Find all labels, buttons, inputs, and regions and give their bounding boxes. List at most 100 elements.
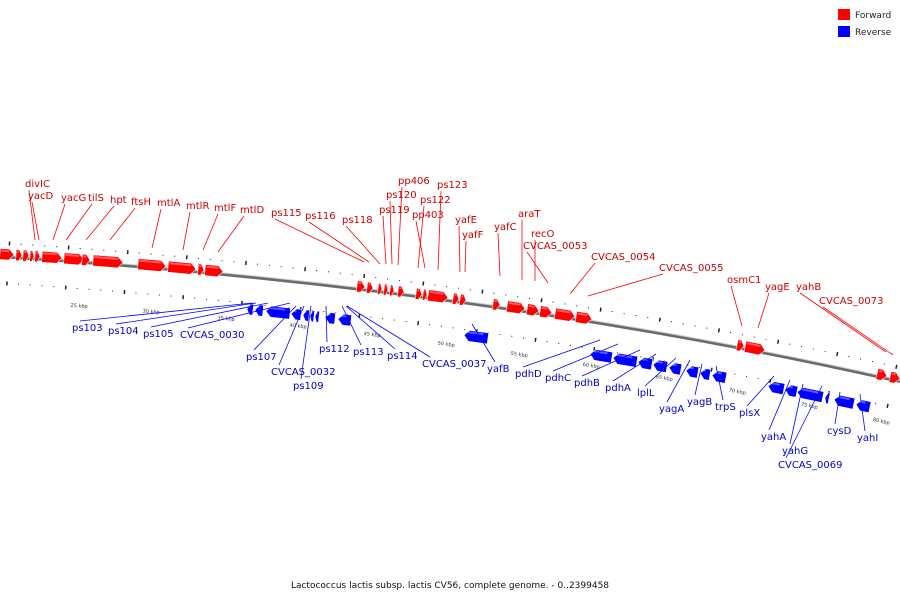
- leader-forward: [569, 262, 596, 295]
- tick-upper: [422, 281, 425, 286]
- gene-forward[interactable]: [167, 260, 197, 275]
- leader-forward: [730, 285, 743, 327]
- tick-upper: [32, 244, 34, 246]
- gene-label-reverse: ps112: [319, 344, 350, 355]
- gene-reverse[interactable]: [302, 309, 310, 322]
- gene-forward[interactable]: [735, 339, 745, 352]
- gene-forward[interactable]: [506, 300, 526, 315]
- gene-forward[interactable]: [15, 249, 23, 261]
- gene-reverse[interactable]: [463, 330, 489, 345]
- gene-forward[interactable]: [204, 264, 224, 278]
- gene-label-forward: pp403: [412, 210, 444, 221]
- gene-reverse[interactable]: [652, 359, 669, 373]
- gene-forward[interactable]: [383, 283, 389, 296]
- leader-forward: [415, 220, 426, 269]
- leader-reverse: [522, 339, 601, 368]
- gene-label-forward: ftsH: [131, 197, 151, 208]
- tick-upper: [115, 250, 117, 252]
- gene-reverse[interactable]: [668, 362, 683, 376]
- gene-forward[interactable]: [356, 280, 366, 293]
- gene-forward[interactable]: [553, 307, 576, 322]
- gene-reverse[interactable]: [833, 394, 856, 410]
- tick-upper: [481, 289, 484, 294]
- gene-label-reverse: yafB: [487, 364, 510, 375]
- gene-reverse[interactable]: [337, 313, 352, 327]
- gene-label-forward: osmC1: [727, 275, 761, 286]
- gene-reverse[interactable]: [796, 387, 825, 403]
- tick-lower: [64, 285, 67, 290]
- gene-forward[interactable]: [427, 289, 449, 304]
- gene-label-reverse: ps114: [387, 351, 418, 362]
- gene-label-reverse: yahG: [782, 446, 808, 457]
- gene-forward[interactable]: [197, 263, 205, 276]
- gene-forward[interactable]: [366, 281, 374, 294]
- gene-label-reverse: yahA: [761, 432, 786, 443]
- gene-reverse[interactable]: [309, 310, 315, 323]
- gene-forward[interactable]: [34, 250, 41, 263]
- leader-forward: [182, 211, 191, 251]
- gene-forward[interactable]: [137, 258, 167, 272]
- gene-forward[interactable]: [29, 250, 35, 262]
- gene-forward[interactable]: [377, 283, 383, 295]
- gene-reverse[interactable]: [767, 381, 786, 395]
- leader-reverse: [715, 365, 724, 401]
- gene-label-forward: yacD: [28, 191, 54, 202]
- gene-forward[interactable]: [525, 303, 540, 317]
- gene-reverse[interactable]: [699, 368, 712, 381]
- gene-forward[interactable]: [397, 285, 405, 298]
- tick-lower: [522, 337, 525, 339]
- leader-forward: [274, 218, 365, 263]
- tick-lower: [182, 295, 185, 300]
- tick-lower: [534, 337, 537, 342]
- gene-reverse[interactable]: [784, 384, 799, 398]
- tick-upper: [469, 289, 471, 291]
- leader-reverse: [471, 323, 496, 363]
- tick-lower: [757, 378, 759, 380]
- gene-reverse[interactable]: [612, 352, 639, 368]
- leader-forward: [526, 251, 549, 284]
- gene-forward[interactable]: [41, 250, 63, 264]
- gene-label-forward: yahB: [796, 282, 821, 293]
- gene-forward[interactable]: [415, 287, 423, 300]
- tick-upper: [375, 276, 377, 279]
- gene-label-forward: ps123: [437, 180, 468, 191]
- tick-upper: [647, 316, 649, 319]
- leader-reverse: [785, 385, 823, 459]
- gene-forward[interactable]: [451, 292, 460, 305]
- kbp-label: 70 kbp: [728, 387, 746, 396]
- gene-forward[interactable]: [422, 288, 428, 301]
- gene-forward[interactable]: [743, 340, 766, 356]
- gene-forward[interactable]: [0, 248, 15, 261]
- gene-forward[interactable]: [538, 305, 553, 319]
- gene-reverse[interactable]: [685, 365, 700, 379]
- gene-forward[interactable]: [81, 253, 91, 266]
- gene-label-reverse: ps107: [246, 352, 277, 363]
- gene-forward[interactable]: [458, 293, 467, 306]
- gene-label-forward: CVCAS_0073: [819, 296, 883, 307]
- gene-reverse[interactable]: [637, 357, 654, 371]
- gene-reverse[interactable]: [314, 310, 320, 323]
- tick-lower: [886, 403, 889, 409]
- gene-reverse[interactable]: [265, 305, 291, 320]
- gene-forward[interactable]: [63, 252, 85, 266]
- gene-forward[interactable]: [888, 371, 900, 384]
- kbp-label: 30 kbp: [142, 308, 160, 315]
- gene-forward[interactable]: [574, 311, 593, 325]
- gene-forward[interactable]: [22, 249, 30, 262]
- tick-upper: [410, 281, 412, 283]
- gene-label-forward: yafE: [455, 215, 477, 226]
- gene-forward[interactable]: [875, 368, 888, 382]
- tick-lower: [452, 327, 454, 329]
- gene-reverse[interactable]: [855, 399, 872, 413]
- gene-reverse[interactable]: [824, 392, 831, 405]
- gene-forward[interactable]: [92, 254, 124, 269]
- gene-label-forward: yacG: [61, 193, 86, 204]
- leader-forward: [389, 200, 393, 265]
- gene-forward[interactable]: [389, 284, 395, 297]
- gene-label-reverse: ps113: [353, 347, 384, 358]
- tick-upper: [387, 278, 389, 280]
- leader-forward: [52, 203, 66, 241]
- gene-forward[interactable]: [491, 298, 501, 311]
- tick-upper: [280, 266, 282, 268]
- tick-lower: [417, 321, 420, 326]
